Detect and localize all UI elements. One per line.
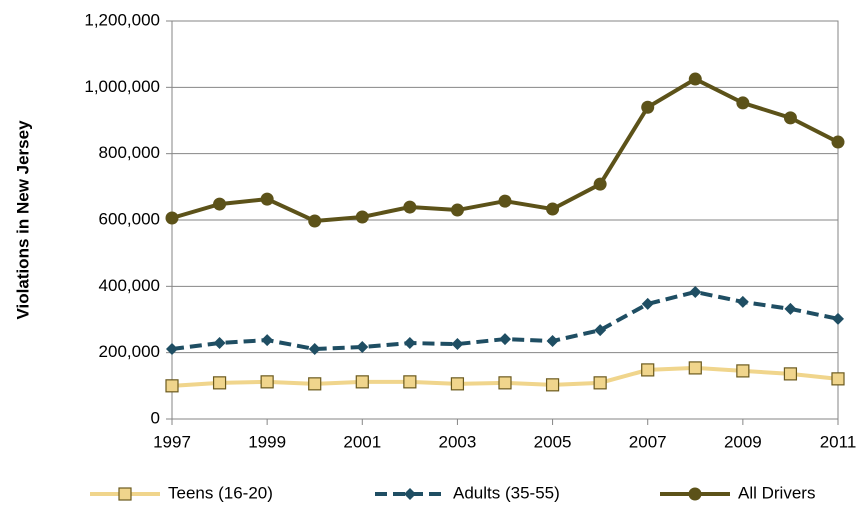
x-tick-label: 2009 [724,432,762,451]
data-point [783,367,798,381]
data-point [546,335,559,348]
legend-label: Teens (16-20) [168,483,273,502]
data-point [356,341,369,354]
data-point [308,343,321,356]
data-point [641,100,655,114]
data-point [166,343,178,356]
y-tick-label: 800,000 [99,143,160,162]
data-point [689,285,702,298]
data-point [355,375,369,389]
data-point [831,372,845,386]
data-point [450,377,465,391]
x-tick-label: 1999 [248,432,286,451]
y-tick-label: 400,000 [99,276,160,295]
data-point [450,203,464,217]
data-point [545,378,560,392]
legend-label: All Drivers [738,483,815,502]
data-point [165,211,179,225]
data-point [736,295,749,308]
data-point [594,324,607,337]
data-point [832,312,844,325]
data-point [688,72,702,86]
y-tick-label: 1,000,000 [84,77,160,96]
data-point [641,297,654,310]
data-point [593,177,607,191]
legend-marker [688,487,702,501]
data-point [355,210,369,224]
data-point [260,192,274,206]
data-point [641,363,655,377]
y-tick-label: 200,000 [99,342,160,361]
x-tick-label: 2011 [820,432,857,451]
data-point [498,194,512,208]
x-tick-label: 1997 [153,432,191,451]
data-point [498,376,512,390]
y-tick-label: 1,200,000 [84,10,160,29]
data-point [213,197,227,211]
data-point [736,96,750,110]
data-point [593,376,607,390]
legend-marker [118,487,132,501]
y-tick-label: 0 [151,408,160,427]
data-point [212,376,227,390]
data-point [688,361,702,375]
data-point [308,377,322,391]
data-point [260,375,274,389]
y-tick-label: 600,000 [99,209,160,228]
x-tick-label: 2003 [439,432,477,451]
data-point [546,202,560,216]
x-tick-label: 2005 [534,432,572,451]
data-point [165,379,179,393]
data-point [403,200,417,214]
data-point [831,135,845,149]
data-point [783,111,797,125]
legend-marker [404,488,416,500]
x-tick-label: 2007 [629,432,667,451]
data-point [451,338,464,351]
x-tick-label: 2001 [343,432,381,451]
data-point [308,214,322,228]
data-point [736,364,750,378]
data-point [784,302,797,315]
data-point [403,337,416,350]
data-point [261,334,274,347]
data-point [213,337,226,350]
data-point [403,375,417,389]
legend-label: Adults (35-55) [453,483,560,502]
y-axis-label: Violations in New Jersey [13,120,32,320]
data-point [499,333,511,346]
